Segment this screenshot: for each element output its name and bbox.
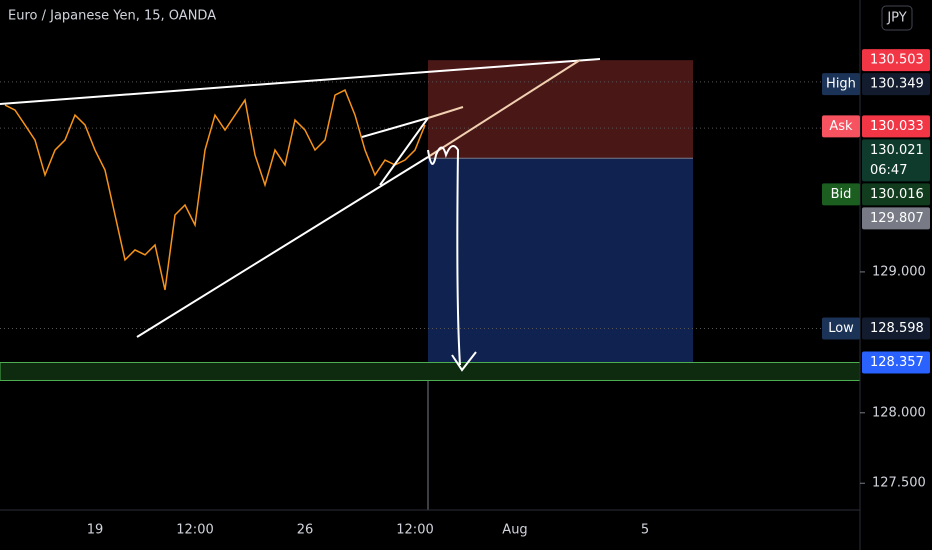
price-label: 130.016 [870, 187, 924, 202]
trend-line [427, 59, 581, 158]
projection-arrow [427, 145, 477, 372]
price-label-box [862, 73, 930, 96]
price-label-box [862, 183, 930, 206]
trend-line [361, 117, 429, 138]
price-label: 128.357 [870, 355, 924, 370]
currency-box[interactable] [881, 5, 913, 31]
trend-line [136, 156, 429, 338]
price-label: 130.503 [870, 53, 924, 68]
price-tag-box [822, 115, 860, 138]
x-tick-label: 12:00 [396, 523, 433, 538]
x-tick-label: Aug [502, 523, 527, 538]
x-tick-label: 5 [641, 523, 649, 538]
price-label: 128.598 [870, 321, 924, 336]
price-label: 130.349 [870, 77, 924, 92]
price-label: 130.021 [870, 143, 924, 158]
x-tick-label: 26 [297, 523, 314, 538]
price-label-box [862, 351, 930, 374]
price-tag: High [826, 77, 856, 92]
position-tool [0, 60, 861, 510]
price-line [4, 88, 426, 291]
price-tag: Bid [831, 187, 852, 202]
y-tick-label: 128.000 [872, 405, 926, 420]
trend-line [0, 58, 601, 105]
price-label-box [862, 115, 930, 138]
price-tag-box [822, 183, 860, 206]
target-zone [428, 158, 693, 363]
y-tick-label: 129.000 [872, 264, 926, 279]
price-label: 129.807 [870, 211, 924, 226]
x-tick-label: 12:00 [176, 523, 213, 538]
price-label-box [862, 139, 930, 182]
price-label-box [862, 49, 930, 72]
trend-line [427, 106, 464, 119]
currency[interactable]: JPY [886, 11, 906, 26]
price-tag: Ask [829, 119, 853, 134]
price-label-box [862, 207, 930, 230]
price-label: 130.033 [870, 119, 924, 134]
price-tag-box [822, 317, 860, 340]
countdown: 06:47 [870, 163, 907, 178]
chart-title: Euro / Japanese Yen, 15, OANDA [8, 9, 216, 24]
price-tag-box [822, 73, 860, 96]
y-tick-label: 127.500 [872, 476, 926, 491]
price-tag: Low [828, 321, 854, 336]
support-zone [0, 361, 861, 381]
price-label-box [862, 317, 930, 340]
x-tick-label: 19 [87, 523, 104, 538]
stop-zone [428, 60, 693, 159]
trend-line [379, 117, 429, 186]
